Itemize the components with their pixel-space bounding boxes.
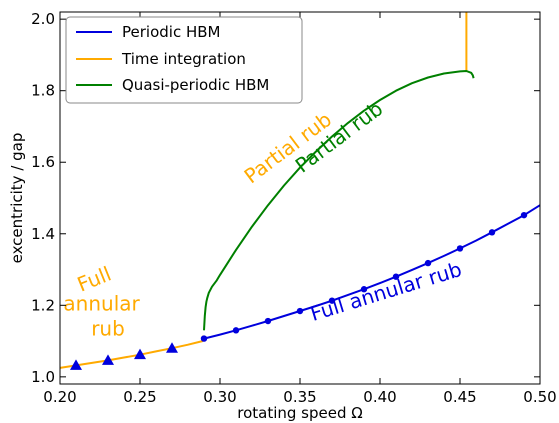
legend-label-periodic-hbm: Periodic HBM bbox=[122, 23, 220, 41]
data-point bbox=[232, 327, 240, 334]
x-tick-label: 0.30 bbox=[203, 388, 236, 406]
legend-box bbox=[65, 16, 303, 104]
y-tick-label: 1.2 bbox=[31, 296, 55, 314]
annotation-rub: rub bbox=[91, 317, 125, 341]
legend-label-time-integration: Time integration bbox=[121, 50, 246, 68]
data-point bbox=[392, 273, 400, 280]
x-tick-label: 0.40 bbox=[363, 388, 396, 406]
x-tick-label: 0.25 bbox=[123, 388, 156, 406]
y-tick-label: 1.8 bbox=[31, 82, 55, 100]
x-tick-label: 0.35 bbox=[283, 388, 316, 406]
y-axis-label: excentricity / gap bbox=[8, 133, 26, 264]
data-point-triangle bbox=[70, 359, 82, 370]
data-point bbox=[488, 229, 496, 236]
marker-layer bbox=[70, 211, 528, 370]
data-point-triangle bbox=[166, 342, 178, 353]
x-tick-label: 0.20 bbox=[43, 388, 76, 406]
y-tick-label: 2.0 bbox=[31, 10, 55, 28]
data-point bbox=[328, 297, 336, 304]
series-line-quasi-periodic-hbm bbox=[203, 70, 475, 331]
y-tick-label: 1.4 bbox=[31, 225, 55, 243]
x-tick-label: 0.45 bbox=[443, 388, 476, 406]
data-point bbox=[200, 335, 208, 342]
data-point bbox=[264, 317, 272, 325]
y-axis: 1.0 1.2 1.4 1.6 1.8 2.0 bbox=[31, 10, 540, 386]
series-line-periodic-hbm bbox=[203, 204, 541, 340]
data-point bbox=[520, 211, 528, 219]
y-tick-label: 1.0 bbox=[31, 368, 55, 386]
data-point bbox=[360, 286, 368, 293]
data-point-triangle bbox=[102, 354, 114, 365]
data-point bbox=[456, 245, 464, 252]
x-axis-label: rotating speed Ω bbox=[237, 404, 362, 422]
legend-label-quasi-periodic-hbm: Quasi-periodic HBM bbox=[122, 76, 269, 94]
legend: Periodic HBM Time integration Quasi-peri… bbox=[65, 16, 303, 104]
data-point-triangle bbox=[134, 348, 146, 360]
data-point bbox=[296, 307, 304, 315]
data-point bbox=[424, 259, 432, 267]
annotation-annular: annular bbox=[63, 292, 140, 316]
y-tick-label: 1.6 bbox=[31, 153, 55, 171]
x-axis: 0.20 0.25 0.30 0.35 0.40 0.45 0.50 bbox=[43, 12, 557, 406]
x-tick-label: 0.50 bbox=[523, 388, 556, 406]
